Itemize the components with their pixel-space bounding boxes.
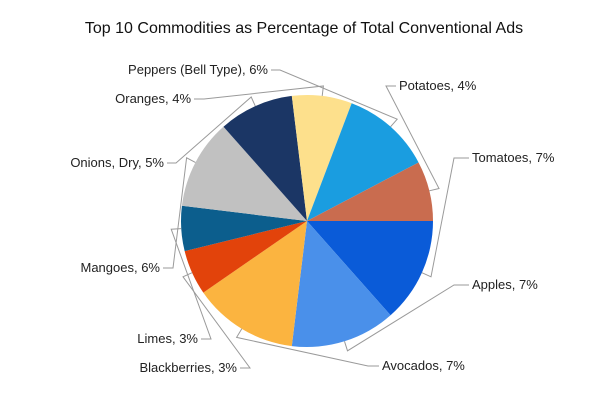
pie-slice-apples bbox=[291, 221, 391, 347]
chart-title: Top 10 Commodities as Percentage of Tota… bbox=[85, 20, 523, 37]
slice-label-avocados: Avocados, 7% bbox=[382, 358, 465, 373]
leader-line-oranges bbox=[194, 85, 324, 100]
pie-leader-lines bbox=[163, 69, 469, 369]
leader-line-avocados bbox=[235, 328, 379, 367]
slice-label-blackberries: Blackberries, 3% bbox=[139, 360, 237, 375]
slice-label-limes: Limes, 3% bbox=[137, 331, 198, 346]
pie-slice-onions bbox=[223, 95, 307, 221]
slice-label-peppers-bell-type: Peppers (Bell Type), 6% bbox=[128, 62, 268, 77]
slice-label-tomatoes: Tomatoes, 7% bbox=[472, 150, 555, 165]
leader-line-apples bbox=[344, 284, 469, 352]
slice-label-potatoes: Potatoes, 4% bbox=[399, 78, 477, 93]
pie-slice-avocados bbox=[203, 221, 307, 347]
pie-slice-mangoes bbox=[181, 126, 307, 221]
leader-line-limes bbox=[170, 228, 212, 340]
pie-slice-limes bbox=[181, 205, 307, 252]
pie-slice-peppers-bell-type bbox=[307, 103, 419, 221]
slice-label-mangoes: Mangoes, 6% bbox=[81, 260, 161, 275]
leader-line-tomatoes bbox=[421, 157, 469, 278]
leader-line-potatoes bbox=[385, 85, 440, 192]
pie-slices bbox=[181, 95, 433, 347]
slice-label-oranges: Oranges, 4% bbox=[115, 91, 191, 106]
slice-label-onions: Onions, Dry, 5% bbox=[70, 155, 164, 170]
pie-labels: Tomatoes, 7% Apples, 7% Avocados, 7% Blackb… bbox=[70, 62, 555, 375]
leader-line-mangoes bbox=[163, 157, 196, 269]
pie-slice-potatoes bbox=[307, 162, 433, 221]
pie-slice-tomatoes bbox=[307, 221, 433, 316]
leader-line-onions bbox=[167, 96, 256, 164]
leader-line-peppers-bell-type bbox=[271, 69, 399, 128]
pie-slice-blackberries bbox=[184, 221, 307, 293]
pie-slice-oranges bbox=[291, 95, 352, 221]
slice-label-apples: Apples, 7% bbox=[472, 277, 538, 292]
